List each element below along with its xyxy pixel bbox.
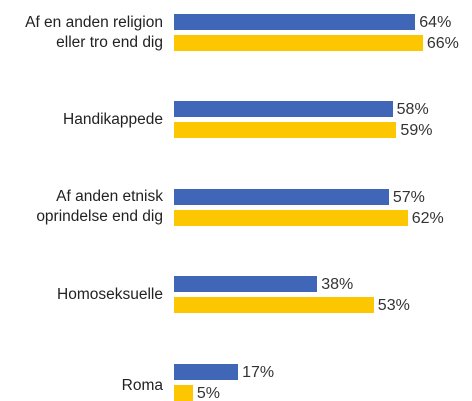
bar xyxy=(174,209,408,226)
value-label: 64% xyxy=(419,14,452,31)
category-label: Handikappede xyxy=(63,110,163,128)
bar xyxy=(174,384,193,401)
value-label: 58% xyxy=(396,101,429,119)
bar xyxy=(174,14,416,30)
category-label: Af anden etnisk oprindelse end dig xyxy=(36,188,163,226)
bar xyxy=(174,101,393,118)
value-label: 59% xyxy=(400,122,433,140)
value-label: 5% xyxy=(196,384,220,401)
category-label: Roma xyxy=(121,377,163,395)
bar xyxy=(174,188,389,205)
value-label: 38% xyxy=(321,276,354,294)
bar xyxy=(174,363,239,380)
bar xyxy=(174,35,423,51)
value-label: 62% xyxy=(411,209,444,227)
bar xyxy=(174,297,374,314)
bar xyxy=(174,276,318,293)
category-label: Homoseksuelle xyxy=(57,285,163,303)
bar xyxy=(174,122,397,139)
value-label: 66% xyxy=(426,35,459,52)
value-label: 17% xyxy=(242,363,275,381)
value-label: 57% xyxy=(392,188,425,206)
value-label: 53% xyxy=(377,297,410,315)
category-label: Af en anden religion eller tro end dig xyxy=(25,13,163,51)
